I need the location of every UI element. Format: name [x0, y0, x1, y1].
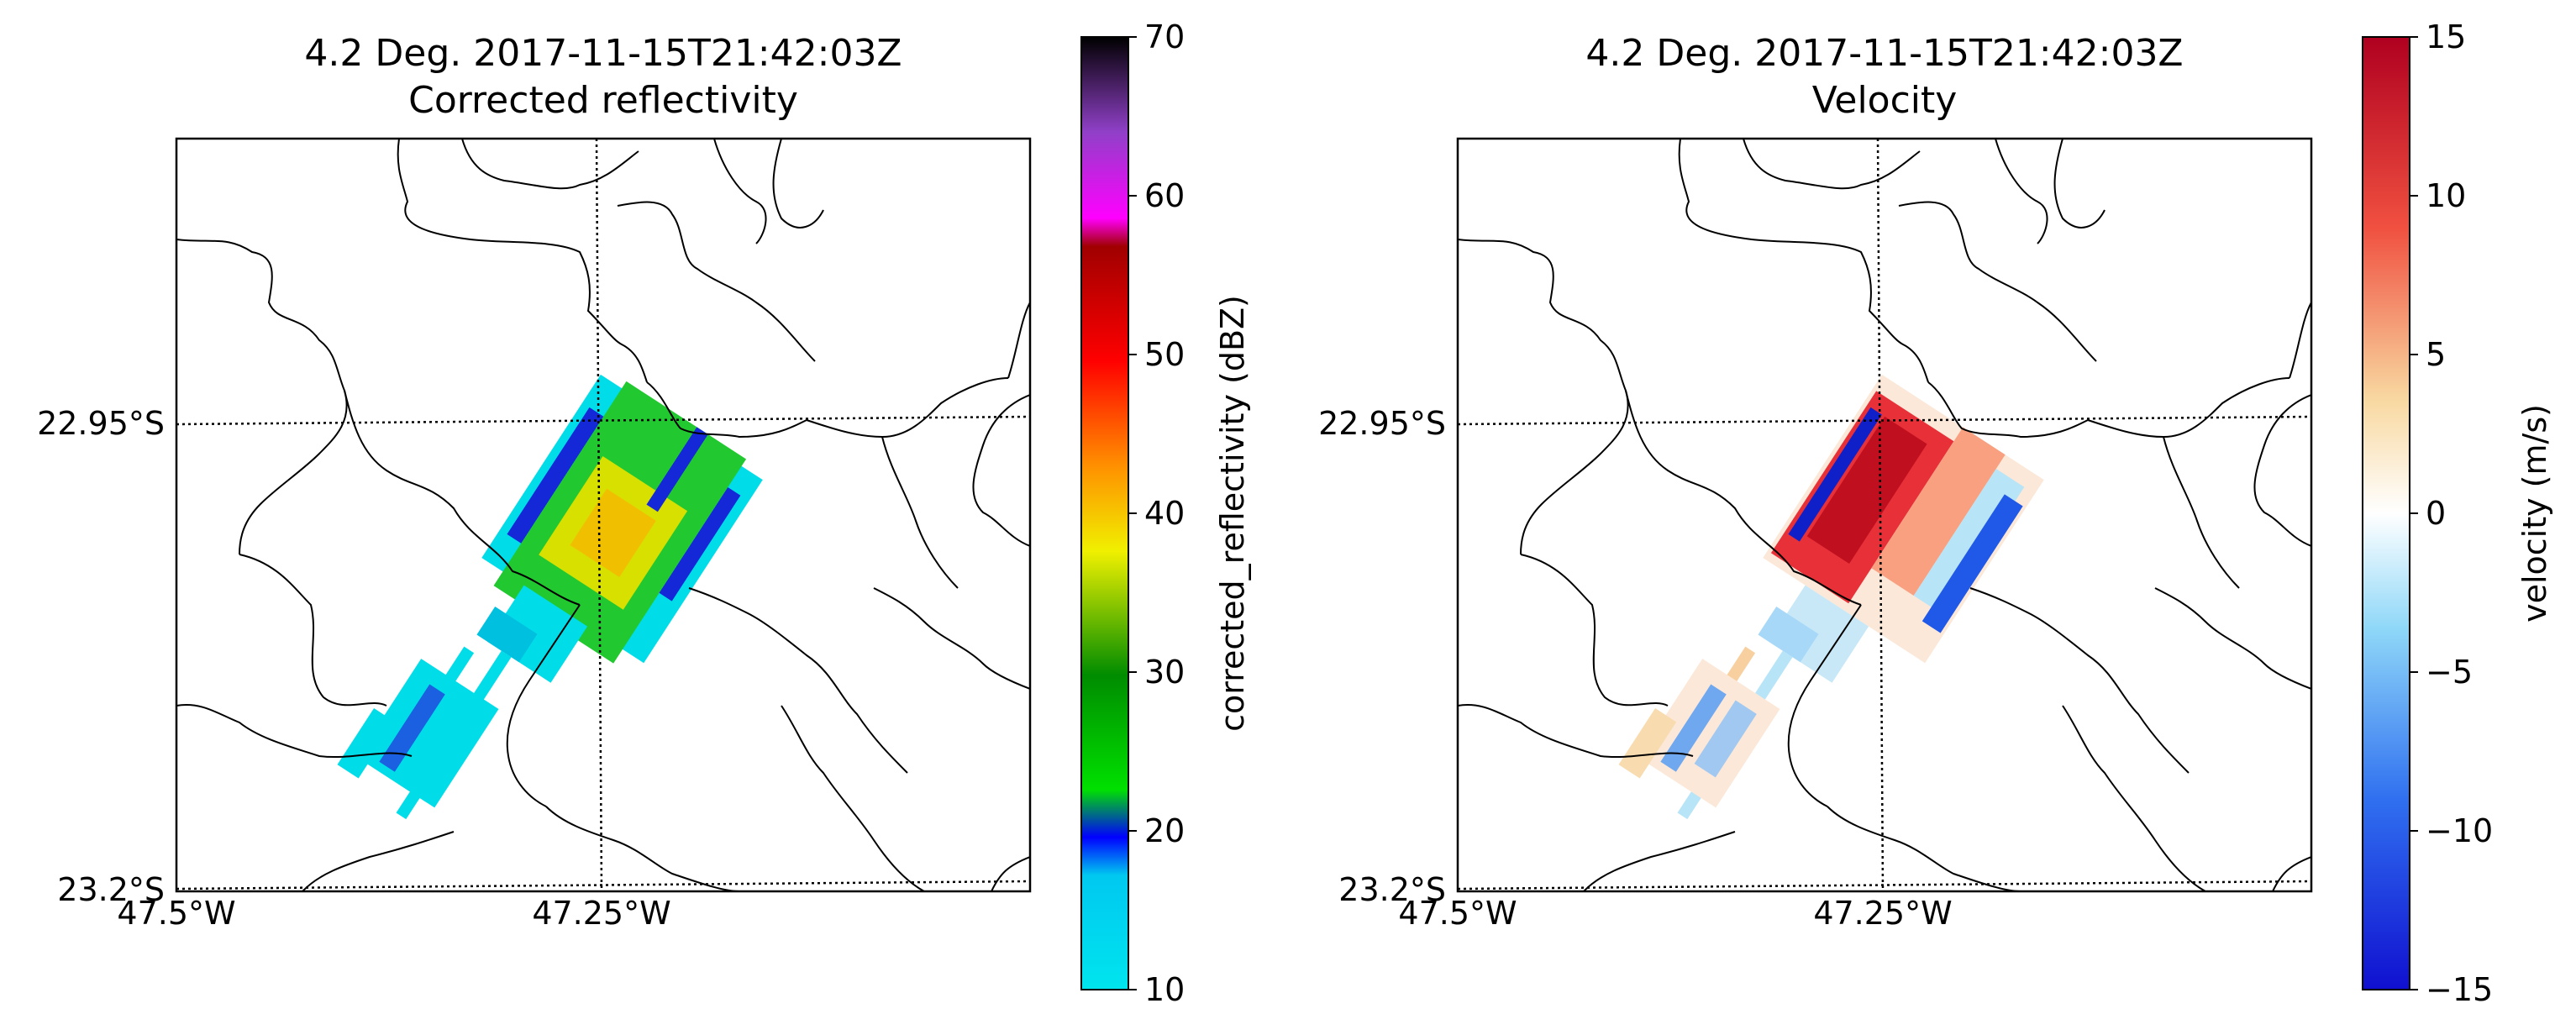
colorbar-tick-label: 40	[1144, 495, 1185, 532]
map-frame	[175, 137, 1032, 893]
boundary-lines	[1458, 139, 2311, 891]
colorbar-tick-label: 10	[1144, 971, 1185, 1008]
reflectivity-panel: 4.2 Deg. 2017-11-15T21:42:03Z Corrected …	[37, 18, 1251, 1008]
colorbar-tick-label: 60	[1144, 177, 1185, 214]
velocity-panel: 4.2 Deg. 2017-11-15T21:42:03Z Velocity	[1318, 18, 2553, 1008]
boundary-lines	[176, 139, 1030, 891]
colorbar-tick-label: −5	[2426, 654, 2473, 691]
graticule	[176, 139, 1030, 891]
colorbar-label: corrected_reflectivity (dBZ)	[1214, 295, 1251, 732]
reflectivity-swath	[337, 374, 763, 820]
colorbar-ticks	[2410, 36, 2418, 990]
colorbar-tick-label: −10	[2426, 812, 2493, 849]
lon-label: 47.25°W	[532, 895, 670, 932]
reflectivity-colorbar: 70 60 50 40 30 20 10 corrected_reflectiv…	[1080, 18, 1251, 1008]
panel-title-line2: Velocity	[1812, 79, 1958, 122]
map-frame	[1456, 137, 2313, 893]
panel-title-line1: 4.2 Deg. 2017-11-15T21:42:03Z	[304, 32, 902, 75]
panel-title-line2: Corrected reflectivity	[408, 79, 798, 122]
colorbar-tick-label: 50	[1144, 336, 1185, 373]
lon-label: 47.25°W	[1813, 895, 1952, 932]
colorbar-tick-label: 20	[1144, 812, 1185, 849]
colorbar-tick-label: 30	[1144, 654, 1185, 691]
velocity-colorbar: 15 10 5 0 −5 −10 −15 velocity (m/s)	[2362, 18, 2553, 1008]
lon-label: 47.5°W	[1398, 895, 1517, 932]
lat-label: 23.2°S	[1338, 871, 1446, 908]
lat-label: 22.95°S	[1318, 405, 1446, 442]
colorbar-tick-label: 15	[2426, 18, 2466, 55]
lat-label: 23.2°S	[57, 871, 165, 908]
colorbar-tick-label: −15	[2426, 971, 2493, 1008]
colorbar-tick-label: 70	[1144, 18, 1185, 55]
colorbar-tick-label: 5	[2426, 336, 2446, 373]
panel-title-line1: 4.2 Deg. 2017-11-15T21:42:03Z	[1585, 32, 2183, 75]
colorbar-ticks	[1128, 36, 1137, 990]
lat-label: 22.95°S	[37, 405, 165, 442]
colorbar-tick-label: 10	[2426, 177, 2466, 214]
colorbar-label: velocity (m/s)	[2516, 404, 2553, 623]
lon-label: 47.5°W	[117, 895, 235, 932]
velocity-map	[1458, 139, 2311, 891]
graticule	[1458, 139, 2311, 891]
reflectivity-map	[176, 139, 1030, 891]
colorbar-tick-label: 0	[2426, 495, 2446, 532]
